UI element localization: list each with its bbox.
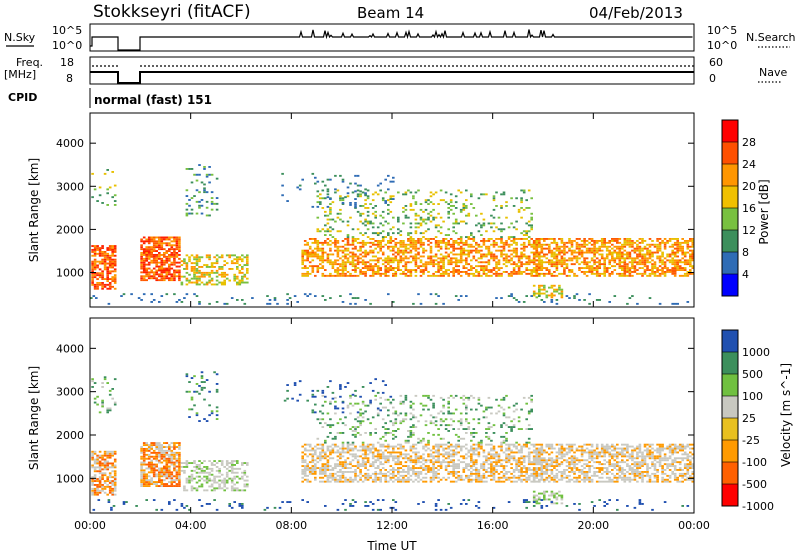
colorbar-tick-label: -100 — [742, 456, 767, 469]
colorbar-tick-label: 500 — [742, 368, 763, 381]
nsearch-tick-bottom: 10^0 — [707, 39, 737, 52]
x-tick-label: 20:00 — [577, 519, 609, 532]
velocity-data-cells — [91, 371, 695, 511]
colorbar-swatch — [722, 142, 738, 165]
colorbar-tick-label: 20 — [742, 180, 756, 193]
y-tick-label: 1000 — [56, 267, 84, 280]
colorbar-tick-label: 12 — [742, 224, 756, 237]
y-tick-label: 2000 — [56, 429, 84, 442]
y-tick-label: 1000 — [56, 472, 84, 485]
x-axis-label: Time UT — [366, 539, 417, 553]
freq-trace — [90, 71, 694, 84]
power-data-cells — [90, 164, 695, 305]
freq-tick-top: 18 — [60, 56, 74, 69]
colorbar-tick-label: 100 — [742, 390, 763, 403]
velocity-colorbar: 1000 500 100 25 -25 -100 -500 -1000 — [721, 329, 774, 513]
velocity-ylabel: Slant Range [km] — [27, 366, 41, 470]
x-tick-label: 04:00 — [175, 519, 207, 532]
nsearch-label: N.Search — [746, 31, 796, 44]
colorbar-tick-label: 1000 — [742, 346, 770, 359]
colorbar-swatch — [722, 330, 738, 353]
power-x-ticks — [89, 113, 695, 307]
nsearch-tick-top: 10^5 — [707, 24, 737, 37]
power-colorbar-label: Power [dB] — [757, 179, 771, 244]
y-tick-label: 3000 — [56, 180, 84, 193]
beam-label: Beam 14 — [357, 4, 424, 22]
nsky-panel: N.Sky 10^5 10^0 10^5 10^0 N.Search — [4, 23, 796, 52]
power-panel: Slant Range [km] 1000 2000 3000 4000 28 24 20… — [27, 112, 771, 308]
x-tick-label: 12:00 — [376, 519, 408, 532]
freq-label: Freq. — [16, 56, 43, 69]
colorbar-tick-label: 28 — [742, 136, 756, 149]
colorbar-swatch — [722, 186, 738, 209]
cpid-label: CPID — [8, 91, 37, 104]
nave-label: Nave — [759, 66, 787, 79]
nsky-trace — [90, 29, 693, 51]
nsky-tick-bottom: 10^0 — [52, 39, 82, 52]
colorbar-swatch — [722, 230, 738, 253]
colorbar-swatch — [722, 396, 738, 419]
nsky-label: N.Sky — [4, 31, 36, 44]
colorbar-swatch — [722, 208, 738, 231]
colorbar-swatch — [722, 484, 738, 507]
x-tick-label: 08:00 — [275, 519, 307, 532]
freq-tick-bottom: 8 — [66, 72, 73, 85]
nave-tick-top: 60 — [709, 56, 723, 69]
nave-tick-bottom: 0 — [709, 72, 716, 85]
colorbar-swatch — [722, 418, 738, 441]
colorbar-swatch — [722, 274, 738, 297]
colorbar-tick-label: 25 — [742, 412, 756, 425]
colorbar-swatch — [722, 164, 738, 187]
colorbar-tick-label: -25 — [742, 434, 760, 447]
colorbar-swatch — [722, 352, 738, 375]
colorbar-tick-label: -500 — [742, 478, 767, 491]
y-tick-label: 3000 — [56, 386, 84, 399]
nsky-tick-top: 10^5 — [52, 24, 82, 37]
colorbar-swatch — [722, 120, 738, 143]
power-colorbar: 28 24 20 16 12 8 4 — [721, 119, 756, 297]
freq-nave-panel: Freq. [MHz] 18 8 60 0 Nave — [4, 56, 787, 85]
date-label: 04/Feb/2013 — [589, 4, 683, 22]
x-tick-label: 00:00 — [74, 519, 106, 532]
colorbar-tick-label: 16 — [742, 202, 756, 215]
x-tick-label: 00:00 — [678, 519, 710, 532]
freq-unit-label: [MHz] — [4, 68, 36, 81]
y-tick-label: 4000 — [56, 342, 84, 355]
colorbar-swatch — [722, 440, 738, 463]
colorbar-swatch — [722, 374, 738, 397]
velocity-colorbar-label: Velocity [m s^-1] — [779, 363, 793, 467]
x-tick-label: 16:00 — [477, 519, 509, 532]
colorbar-tick-label: 4 — [742, 268, 749, 281]
colorbar-swatch — [722, 462, 738, 485]
colorbar-tick-label: -1000 — [742, 500, 774, 513]
colorbar-tick-label: 24 — [742, 158, 756, 171]
velocity-y-ticks: 1000 2000 3000 4000 — [56, 342, 694, 485]
y-tick-label: 2000 — [56, 223, 84, 236]
site-title: Stokkseyri (fitACF) — [93, 2, 251, 22]
cpid-text: normal (fast) 151 — [94, 93, 212, 107]
power-ylabel: Slant Range [km] — [27, 158, 41, 262]
y-tick-label: 4000 — [56, 137, 84, 150]
power-y-ticks: 1000 2000 3000 4000 — [56, 137, 694, 280]
colorbar-tick-label: 8 — [742, 246, 749, 259]
velocity-x-ticks: 00:00 04:00 08:00 12:00 16:00 20:00 00:00 — [74, 318, 710, 532]
colorbar-swatch — [722, 252, 738, 275]
